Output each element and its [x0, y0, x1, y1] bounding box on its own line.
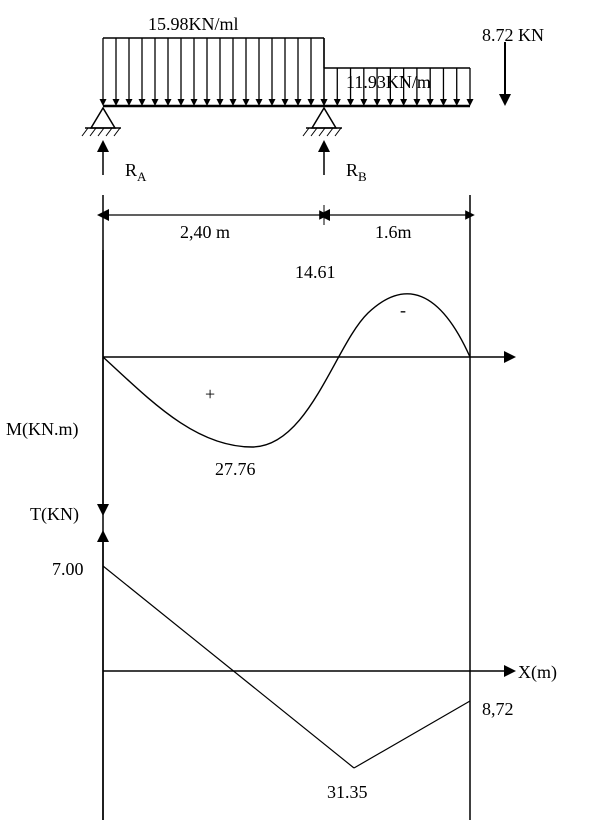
load1-label: 15.98KN/ml: [148, 14, 239, 34]
span2-label: 1.6m: [375, 222, 412, 242]
t-axis-label: T(KN): [30, 504, 79, 525]
shear-min: 31.35: [327, 782, 368, 802]
shear-end: 8,72: [482, 699, 514, 719]
shear-diagram: T(KN) X(m) 7.00 31.35 8,72: [30, 504, 557, 820]
span1-label: 2,40 m: [180, 222, 230, 242]
ra-label: RA: [125, 160, 147, 184]
moment-diagram: 14.61 - + 27.76 M(KN.m): [6, 250, 510, 510]
shear-seg2: [354, 701, 470, 768]
load1-arrows: [100, 38, 328, 106]
m-axis-label: M(KN.m): [6, 419, 79, 440]
shear-start: 7.00: [52, 559, 84, 579]
rb-label: RB: [346, 160, 367, 184]
point-load-arrow: [499, 42, 511, 106]
moment-neg-sign: -: [400, 300, 406, 320]
load2-label: 11.93KN/m: [346, 72, 431, 92]
moment-curve: [103, 294, 470, 447]
support-a: [82, 108, 121, 136]
reaction-a: [97, 140, 109, 175]
shear-seg1: [103, 566, 354, 768]
moment-pos-val: 27.76: [215, 459, 256, 479]
point-load-label: 8.72 KN: [482, 25, 544, 45]
x-axis-label: X(m): [518, 662, 557, 683]
moment-pos-sign: +: [205, 384, 215, 404]
beam-load-diagram: 15.98KN/ml 11.93KN/m 8.72 KN RA RB: [82, 14, 544, 184]
reaction-b: [318, 140, 330, 175]
support-b: [303, 108, 342, 136]
dimension-line: 2,40 m 1.6m: [103, 205, 470, 242]
moment-neg-val: 14.61: [295, 262, 336, 282]
